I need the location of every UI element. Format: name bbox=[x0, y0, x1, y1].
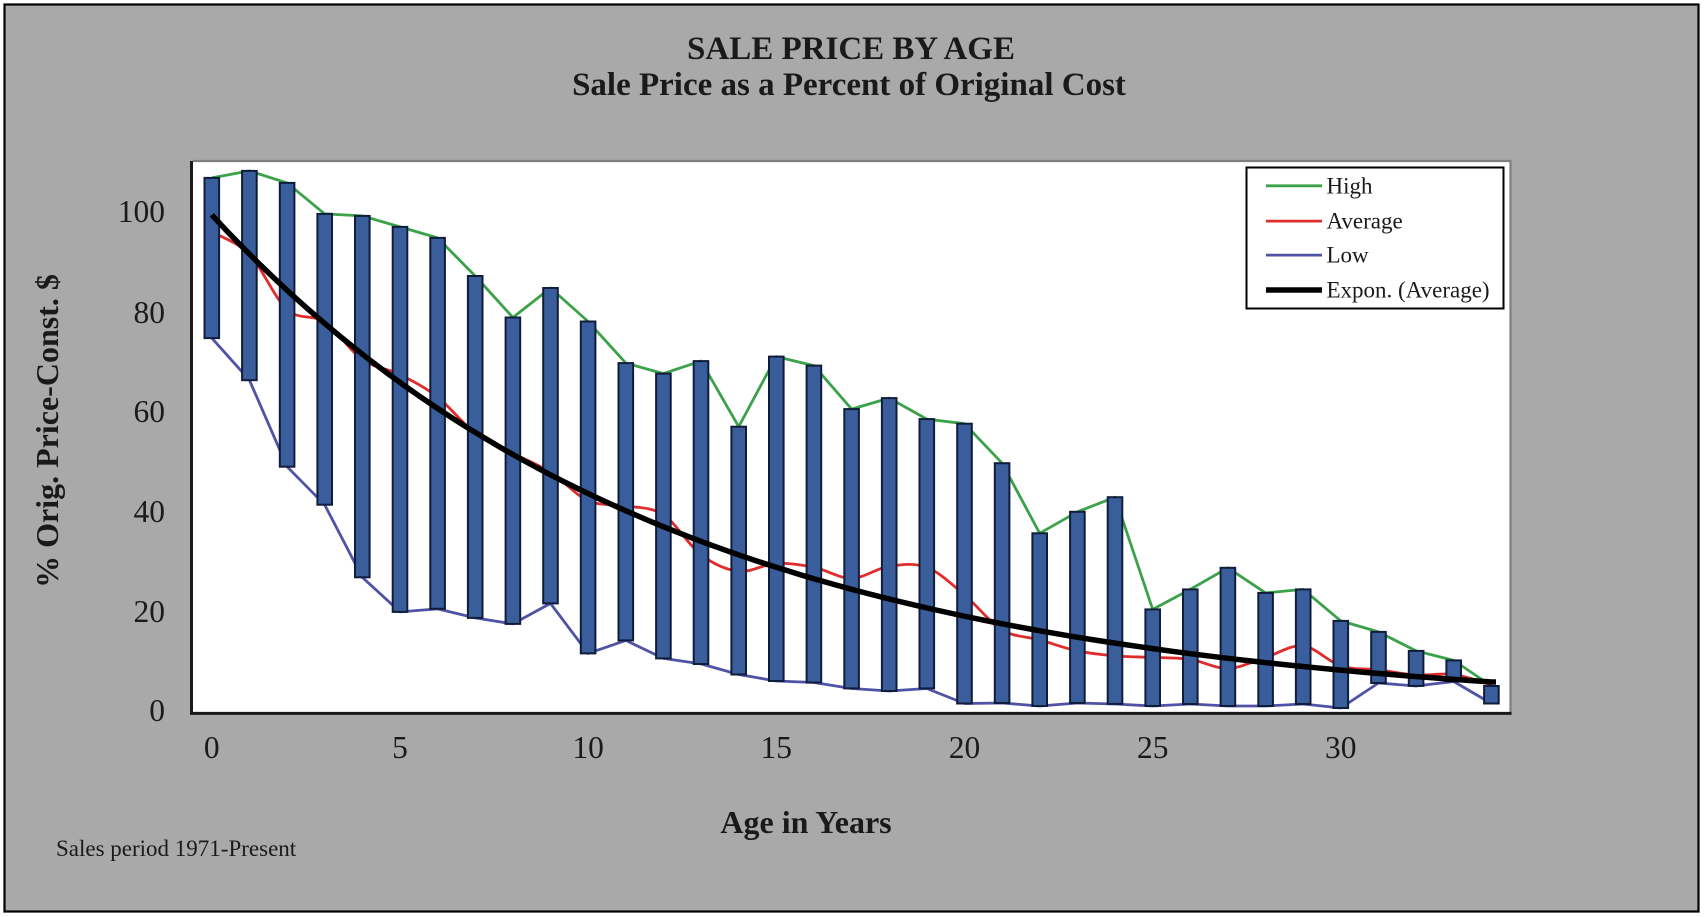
svg-text:80: 80 bbox=[134, 295, 166, 330]
svg-text:Sales period 1971-Present: Sales period 1971-Present bbox=[56, 836, 297, 861]
svg-text:25: 25 bbox=[1137, 730, 1169, 765]
svg-text:15: 15 bbox=[761, 730, 793, 765]
svg-text:SALE PRICE BY AGE: SALE PRICE BY AGE bbox=[687, 31, 1015, 67]
svg-text:0: 0 bbox=[149, 693, 165, 728]
svg-text:0: 0 bbox=[204, 730, 220, 765]
svg-text:60: 60 bbox=[134, 394, 166, 429]
svg-text:5: 5 bbox=[392, 730, 408, 765]
svg-text:100: 100 bbox=[118, 194, 165, 229]
svg-text:20: 20 bbox=[134, 594, 166, 629]
svg-text:% Orig. Price-Const. $: % Orig. Price-Const. $ bbox=[29, 274, 65, 588]
svg-text:High: High bbox=[1327, 173, 1374, 198]
svg-text:20: 20 bbox=[949, 730, 981, 765]
svg-text:Expon. (Average): Expon. (Average) bbox=[1327, 278, 1490, 303]
svg-text:Low: Low bbox=[1327, 243, 1370, 268]
svg-text:30: 30 bbox=[1325, 730, 1357, 765]
svg-text:40: 40 bbox=[134, 494, 166, 529]
svg-text:Sale Price as a Percent of Ori: Sale Price as a Percent of Original Cost bbox=[572, 67, 1126, 103]
svg-text:Average: Average bbox=[1327, 209, 1403, 234]
svg-text:Age in Years: Age in Years bbox=[720, 804, 891, 840]
svg-text:10: 10 bbox=[572, 730, 604, 765]
